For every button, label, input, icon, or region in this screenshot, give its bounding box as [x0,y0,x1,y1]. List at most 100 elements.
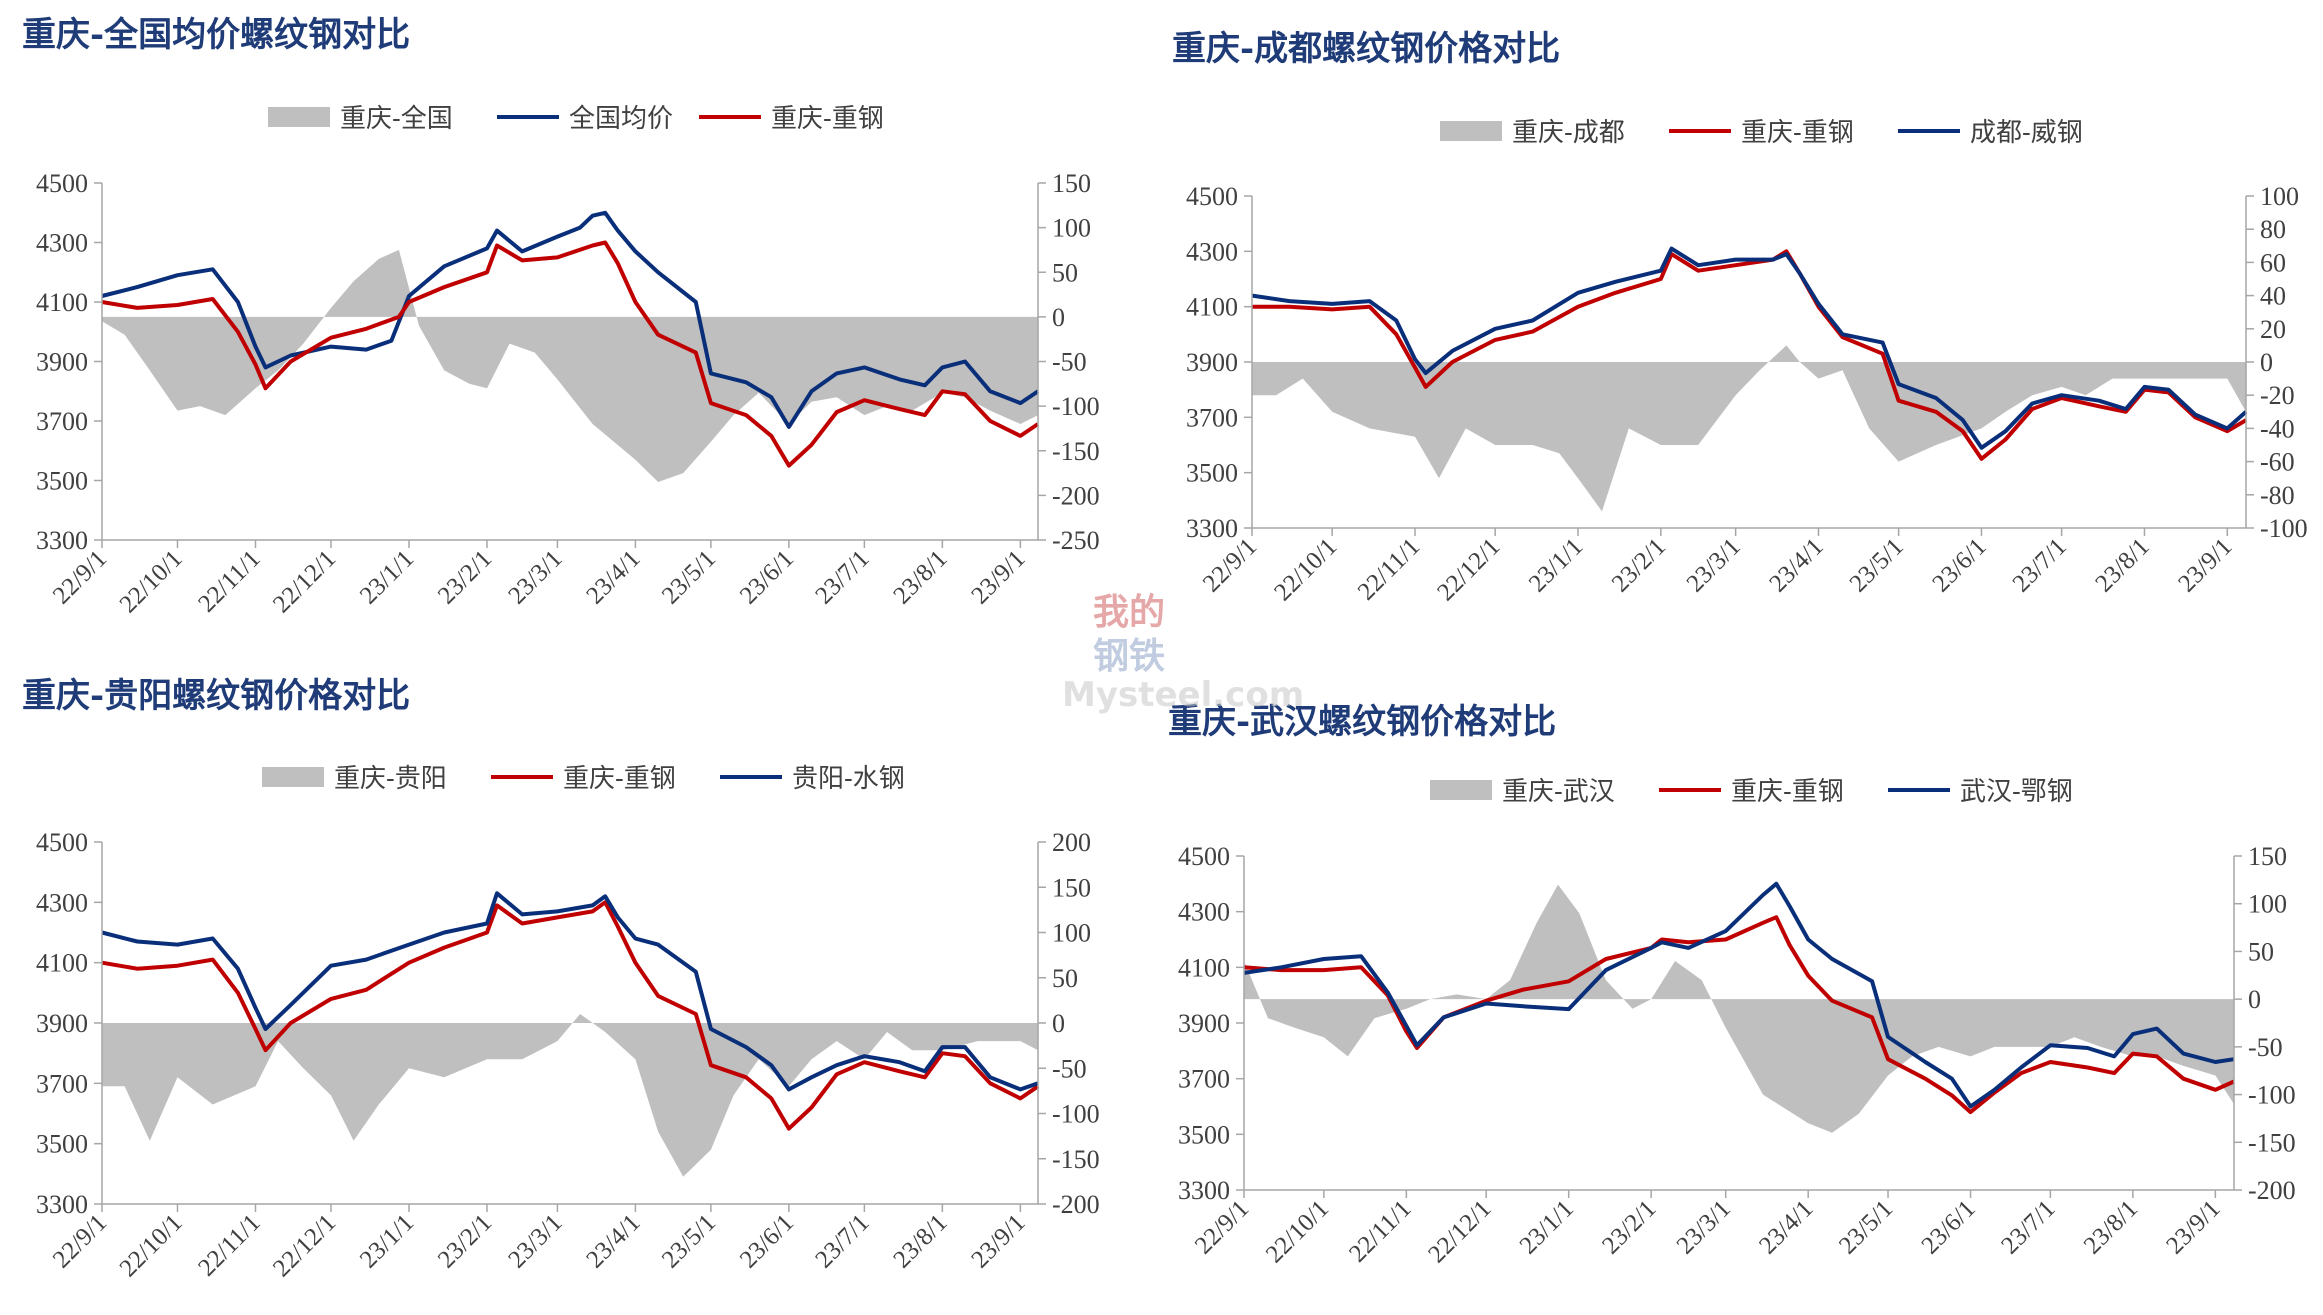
chart-panel-chongqing-guiyang: 重庆-贵阳螺纹钢价格对比 重庆-贵阳 重庆-重钢 贵阳-水钢 3300 3500 370… [22,676,1100,1282]
y-right-tick-label: 50 [1052,258,1078,287]
legend-label: 重庆-全国 [340,104,453,134]
legend-label: 重庆-贵阳 [334,764,447,794]
line-series-2 [1251,246,2248,450]
x-tick-label: 23/8/1 [2090,533,2154,597]
x-tick-label: 22/10/1 [1269,533,1342,606]
y-right-tick-label: -200 [2248,1176,2296,1205]
y-right-tick-label: -40 [2260,414,2295,443]
y-left-tick-label: 3500 [1186,459,1238,488]
x-tick-label: 23/1/1 [355,1209,419,1273]
x-tick-label: 23/5/1 [657,545,721,609]
y-left-tick-label: 3300 [1178,1176,1230,1205]
x-tick-label: 23/4/1 [581,545,645,609]
x-tick-label: 23/5/1 [1845,533,1909,597]
y-left-tick-label: 3300 [1186,514,1238,543]
watermark-brand: Mysteel.com [1062,675,1304,715]
line-series-2 [101,891,1039,1092]
chart-panel-chongqing-chengdu: 重庆-成都螺纹钢价格对比 重庆-成都 重庆-重钢 成都-威钢 3300 3500 370… [1172,29,2308,606]
plot-area: 3300 3500 3700 3900 4100 4300 4500 -250 -200 -150… [36,169,1100,618]
y-right-tick-label: 0 [2248,985,2261,1014]
x-tick-label: 23/7/1 [1996,1195,2060,1259]
y-left-tick-label: 3500 [36,467,88,496]
chart-legend: 重庆-武汉 重庆-重钢 武汉-鄂钢 [1430,777,2073,807]
y-left-tick-label: 4500 [1178,842,1230,871]
y-left-tick-label: 4300 [1178,898,1230,927]
x-tick-label: 23/7/1 [810,1209,874,1273]
line-series-1 [101,900,1040,1131]
y-left-tick-label: 4300 [1186,237,1238,266]
y-left-tick-label: 3700 [1186,403,1238,432]
plot-area: 3300 3500 3700 3900 4100 4300 4500 -200 -150 -100… [1178,842,2296,1268]
plot-area: 3300 3500 3700 3900 4100 4300 4500 -100 -80 -60 -4… [1186,182,2308,606]
legend-label: 重庆-重钢 [1731,777,1844,807]
y-right-tick-label: -100 [1052,1100,1100,1129]
x-tick-label: 23/7/1 [2008,533,2072,597]
y-right-tick-label: -60 [2260,448,2295,477]
y-right-tick-label: 150 [1052,169,1091,198]
x-tick-label: 23/4/1 [1754,1195,1818,1259]
x-tick-label: 22/12/1 [268,1209,341,1282]
watermark-line2: 钢铁 [1093,636,1165,677]
y-left-tick-label: 4500 [1186,182,1238,211]
x-tick-label: 22/10/1 [115,545,188,618]
y-left-tick-label: 4500 [36,828,88,857]
x-tick-label: 22/10/1 [1261,1195,1334,1268]
chart-title: 重庆-贵阳螺纹钢价格对比 [22,676,410,716]
y-right-tick-label: 50 [1052,964,1078,993]
y-left-tick-label: 4100 [1186,293,1238,322]
x-tick-label: 23/2/1 [1607,533,1671,597]
chart-panel-chongqing-national: 重庆-全国均价螺纹钢对比 重庆-全国 全国均价 重庆-重钢 3300 3500 3700… [22,15,1100,618]
x-tick-label: 23/8/1 [888,1209,952,1273]
y-left-tick-label: 4300 [36,229,88,258]
y-right-tick-label: 100 [2260,182,2299,211]
x-tick-label: 23/3/1 [1682,533,1746,597]
x-tick-label: 23/6/1 [735,1209,799,1273]
chart-panel-chongqing-wuhan: 重庆-武汉螺纹钢价格对比 重庆-武汉 重庆-重钢 武汉-鄂钢 3300 3500 370… [1168,702,2296,1268]
y-right-tick-label: 150 [1052,873,1091,902]
line-series-1 [101,210,1040,429]
y-left-tick-label: 4100 [1178,953,1230,982]
y-right-tick-label: 0 [1052,303,1065,332]
x-tick-label: 22/10/1 [115,1209,188,1282]
y-right-tick-label: 80 [2260,215,2286,244]
legend-label: 重庆-重钢 [771,104,884,134]
y-left-tick-label: 4500 [36,169,88,198]
plot-area: 3300 3500 3700 3900 4100 4300 4500 -200 -150 -100… [36,828,1100,1282]
x-tick-label: 23/7/1 [810,545,874,609]
x-tick-label: 23/5/1 [657,1209,721,1273]
y-left-tick-label: 3900 [1186,348,1238,377]
legend-label: 重庆-成都 [1512,118,1625,148]
area-series-0 [1244,884,2234,1133]
y-left-tick-label: 3900 [36,1009,88,1038]
chart-title: 重庆-武汉螺纹钢价格对比 [1168,702,1556,742]
y-right-tick-label: -100 [1052,392,1100,421]
legend-label: 重庆-武汉 [1502,777,1615,807]
y-right-tick-label: 0 [1052,1009,1065,1038]
y-right-tick-label: -200 [1052,1190,1100,1219]
line-series-2 [1243,881,2235,1109]
chart-title: 重庆-全国均价螺纹钢对比 [22,15,410,55]
x-tick-label: 22/11/1 [1344,1195,1416,1267]
y-right-tick-label: -80 [2260,481,2295,510]
y-right-tick-label: 100 [1052,214,1091,243]
legend-label: 全国均价 [569,104,673,134]
y-left-tick-label: 3300 [36,1190,88,1219]
x-tick-label: 23/8/1 [2079,1195,2143,1259]
y-right-tick-label: 150 [2248,842,2287,871]
y-left-tick-label: 3700 [36,1069,88,1098]
x-tick-label: 23/3/1 [503,545,567,609]
x-tick-label: 23/6/1 [1927,533,1991,597]
x-tick-label: 23/3/1 [503,1209,567,1273]
legend-swatch-area [1430,780,1492,800]
y-right-tick-label: 100 [1052,919,1091,948]
x-tick-label: 22/12/1 [1432,533,1505,606]
x-tick-label: 23/9/1 [966,1209,1030,1273]
y-right-tick-label: -150 [1052,437,1100,466]
y-left-tick-label: 4300 [36,888,88,917]
y-left-tick-label: 3500 [1178,1120,1230,1149]
x-tick-label: 22/11/1 [1353,533,1425,605]
legend-label: 武汉-鄂钢 [1960,777,2073,807]
area-series-0 [102,249,1038,482]
x-tick-label: 23/2/1 [1597,1195,1661,1259]
x-tick-label: 22/11/1 [193,545,265,617]
